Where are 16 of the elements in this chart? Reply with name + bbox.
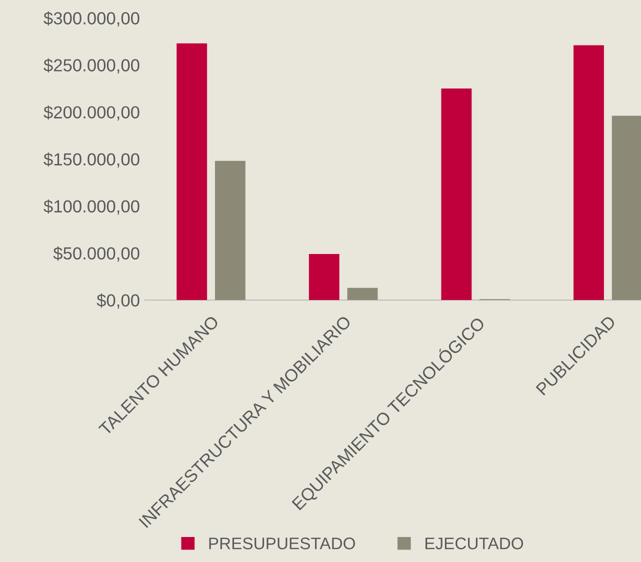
y-tick-label: $100.000,00 bbox=[44, 200, 140, 215]
y-tick-label: $150.000,00 bbox=[44, 152, 140, 168]
y-tick-label: $250.000,00 bbox=[44, 58, 140, 74]
bar bbox=[176, 43, 208, 300]
legend-label: PRESUPUESTADO bbox=[209, 538, 355, 550]
bar bbox=[574, 45, 604, 300]
bar bbox=[441, 88, 472, 300]
y-tick-label: $0,00 bbox=[96, 294, 140, 309]
legend-label: EJECUTADO bbox=[426, 538, 524, 550]
bar bbox=[308, 254, 340, 300]
y-tick-label: $200.000,00 bbox=[44, 105, 140, 121]
y-tick-label: $50.000,00 bbox=[53, 246, 140, 262]
bar bbox=[347, 288, 378, 300]
bar bbox=[612, 116, 641, 300]
bar bbox=[214, 160, 246, 300]
y-tick-label: $300.000,00 bbox=[44, 11, 140, 26]
